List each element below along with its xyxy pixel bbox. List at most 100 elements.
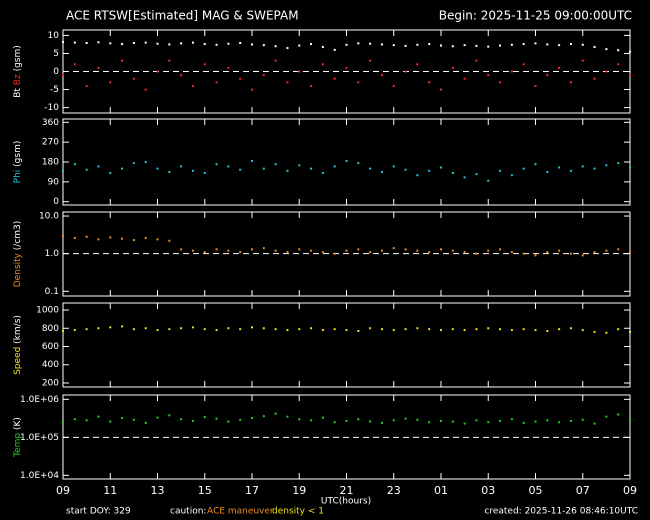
data-point	[392, 44, 395, 47]
data-point	[451, 66, 454, 69]
data-point	[345, 329, 348, 332]
data-point	[428, 251, 431, 254]
data-point	[121, 417, 124, 420]
x-tick-label: 13	[151, 484, 165, 497]
y-axis-label: Temp (K)	[13, 417, 23, 458]
y-axis-unit: (gsm)	[13, 45, 23, 71]
data-point	[310, 419, 313, 422]
data-point	[251, 248, 253, 251]
legend-label: Density	[13, 252, 23, 287]
data-point	[321, 45, 324, 48]
data-point	[62, 421, 64, 424]
data-point	[215, 329, 218, 332]
x-tick-label: 15	[198, 484, 212, 497]
data-point	[475, 252, 478, 255]
y-tick-label: 0.1	[45, 287, 59, 297]
y-tick-label: 1.0	[45, 249, 60, 259]
data-point	[168, 328, 171, 331]
data-point	[510, 329, 513, 332]
data-point	[510, 70, 513, 73]
data-point	[298, 418, 301, 421]
data-point	[262, 415, 265, 418]
x-tick-label: 05	[529, 484, 543, 497]
begin-time: Begin: 2025-11-25 09:00:00UTC	[439, 9, 632, 23]
data-point	[286, 169, 289, 172]
data-point	[475, 328, 478, 331]
data-point	[404, 248, 407, 251]
data-point	[617, 63, 620, 66]
data-point	[522, 421, 525, 424]
data-point	[369, 327, 372, 330]
y-tick-label: 10.0	[39, 212, 59, 222]
data-point	[321, 251, 324, 254]
data-point	[463, 422, 466, 425]
legend-label: Temp	[13, 433, 23, 458]
chart-title: ACE RTSW[Estimated] MAG & SWEPAM	[66, 9, 299, 23]
data-point	[605, 415, 608, 418]
data-point	[463, 44, 466, 47]
data-point	[499, 419, 502, 422]
data-point	[191, 419, 194, 422]
data-point	[262, 74, 265, 77]
data-point	[392, 165, 395, 168]
y-tick-label: 600	[42, 342, 59, 352]
data-point	[392, 247, 395, 250]
data-point	[593, 330, 596, 333]
data-point	[239, 41, 242, 44]
data-point	[451, 249, 454, 252]
data-point	[286, 81, 289, 84]
data-point	[617, 328, 620, 331]
data-point	[251, 417, 253, 420]
data-point	[156, 167, 159, 170]
data-point	[333, 77, 336, 80]
data-point	[440, 44, 442, 47]
x-tick-label: 09	[56, 484, 70, 497]
data-point	[180, 165, 183, 168]
legend-label: Speed	[13, 347, 23, 375]
data-point	[62, 330, 64, 332]
data-point	[262, 44, 265, 47]
data-point	[156, 416, 159, 419]
data-point	[274, 328, 277, 331]
data-point	[85, 235, 88, 238]
data-point	[593, 77, 596, 80]
data-point	[546, 74, 549, 77]
data-point	[227, 42, 230, 45]
y-axis-unit: (km/s)	[13, 315, 23, 344]
data-point	[85, 84, 88, 87]
data-point	[534, 42, 537, 45]
data-point	[286, 415, 289, 418]
data-point	[380, 74, 383, 77]
data-point	[629, 166, 631, 169]
data-point	[558, 166, 561, 169]
data-point	[97, 238, 100, 241]
data-point	[215, 248, 218, 251]
data-point	[546, 419, 549, 422]
data-point	[404, 328, 407, 331]
data-point	[428, 328, 431, 331]
data-point	[510, 251, 513, 254]
data-point	[144, 421, 147, 424]
y-tick-label: 270	[42, 138, 59, 148]
data-point	[132, 239, 135, 242]
data-point	[97, 327, 100, 330]
data-point	[298, 70, 301, 73]
data-point	[286, 47, 289, 50]
data-point	[73, 41, 76, 44]
data-point	[132, 41, 135, 44]
data-point	[392, 419, 395, 422]
data-point	[629, 418, 631, 421]
data-point	[581, 329, 584, 332]
data-point	[215, 81, 218, 84]
data-point	[310, 167, 313, 170]
data-point	[510, 418, 513, 421]
data-point	[593, 251, 596, 254]
data-point	[180, 327, 183, 330]
data-point	[97, 165, 100, 168]
data-point	[617, 248, 620, 251]
data-point	[321, 172, 324, 175]
data-point	[203, 416, 206, 419]
plot-frame	[62, 302, 631, 388]
y-axis-unit: (/cm3)	[13, 221, 23, 251]
